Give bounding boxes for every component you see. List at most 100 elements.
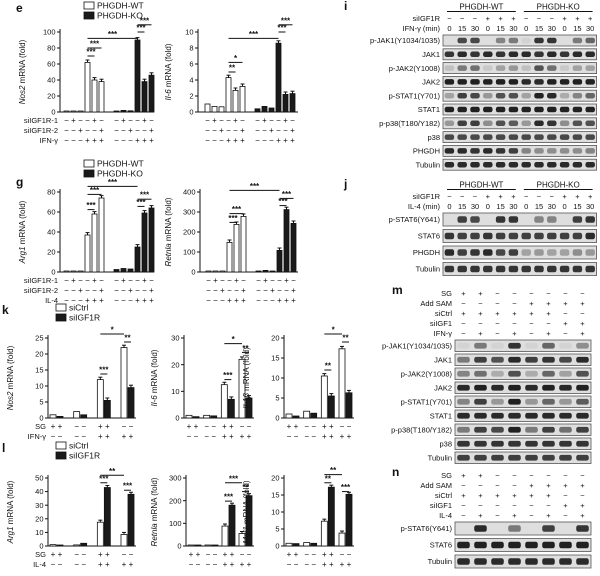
bar [134,246,141,273]
condition-symbol: + [98,432,103,441]
condition-symbol: + [121,276,126,285]
chart-retnla-l: 0 100 200 300 Retnla mRNA (fold) *** ** *** + + − −… [146,460,258,576]
condition-symbol: − [512,289,517,298]
condition-symbol: + [105,422,110,431]
protein-band [474,454,487,461]
band-label: STAT1 [430,411,452,420]
condition-symbol: + [241,286,246,295]
chart-nos2-k: 0 5 10 15 20 25 Nos2 mRNA (fold) *** ** * SG + + − − + +… [2,322,140,448]
bar [218,106,225,113]
protein-band [444,120,455,127]
protein-band [547,37,557,44]
protein-band [534,134,544,140]
condition-symbol: + [223,560,228,569]
condition-symbol: − [204,422,209,431]
protein-band [508,106,519,113]
condition-symbol: + [194,422,199,431]
protein-band [474,525,487,532]
condition-symbol: + [234,276,239,285]
bar [210,415,218,419]
y-tick: 10 [35,382,43,391]
protein-band [534,249,544,256]
condition-symbol: + [478,289,483,298]
condition-symbol: − [64,126,69,135]
condition-label: IL-4 [45,296,58,305]
protein-band [457,232,467,240]
sig-stars: ** [124,334,131,343]
condition-symbol: − [447,14,452,23]
band-label: Tubulin [428,557,452,566]
condition-symbol: + [128,286,133,295]
protein-band [572,249,583,256]
blot-strip [442,76,598,88]
condition-symbol: 15 [535,202,543,211]
condition-symbol: − [262,136,267,145]
protein-band [495,106,506,113]
condition-symbol: − [256,296,261,305]
condition-symbol: − [135,276,140,285]
y-tick: 2 [189,92,193,101]
condition-symbol: + [234,296,239,305]
protein-band [525,384,538,391]
protein-band [559,232,570,240]
protein-band [559,65,570,71]
condition-symbol: − [461,501,466,510]
condition-symbol: − [81,560,86,569]
protein-band [470,134,480,140]
condition-symbol: + [99,296,104,305]
y-tick: 100 [183,248,196,257]
bar [49,414,57,419]
condition-label: IFN-γ [28,432,47,441]
condition-symbol: − [226,126,231,135]
condition-symbol: − [205,126,210,135]
legend-swatch [55,303,67,312]
condition-symbol: + [240,560,245,569]
protein-band [585,51,595,58]
condition-symbol: + [575,192,580,201]
protein-band [508,541,521,549]
protein-band [542,558,555,565]
y-tick: 0 [177,542,181,551]
condition-symbol: + [512,511,517,520]
y-tick: 0 [51,268,55,277]
condition-symbol: + [128,126,133,135]
condition-symbol: − [219,116,224,125]
condition-symbol: − [287,560,292,569]
condition-symbol: − [220,276,225,285]
condition-symbol: − [478,299,483,308]
protein-band [457,412,470,419]
protein-band [495,92,506,99]
protein-band [508,120,519,127]
panel-label-k: k [2,303,9,317]
y-tick: 20 [271,334,279,343]
condition-symbol: − [85,286,90,295]
condition-symbol: − [580,491,585,500]
y-tick: 200 [183,228,196,237]
y-tick: 0 [51,108,55,117]
condition-symbol: − [311,432,316,441]
protein-band [559,384,572,391]
protein-band [559,249,570,256]
protein-band [457,558,470,565]
protein-band [559,265,570,273]
condition-symbol: + [478,309,483,318]
bar [232,90,239,113]
condition-symbol: − [340,422,345,431]
condition-symbol: − [580,289,585,298]
protein-band [491,558,504,565]
condition-symbol: − [128,136,133,145]
bar [345,493,353,547]
condition-symbol: + [294,422,299,431]
y-axis-label: Nos2 mRNA (fold) [6,345,15,410]
condition-symbol: − [495,329,500,338]
condition-symbol: − [206,286,211,295]
protein-band [521,134,531,140]
condition-symbol: − [563,491,568,500]
protein-band [474,398,487,405]
sig-stars: *** [86,48,96,57]
condition-symbol: + [322,432,327,441]
protein-band [542,384,555,391]
condition-symbol: + [340,560,345,569]
protein-band [508,265,519,273]
protein-band [474,426,487,433]
